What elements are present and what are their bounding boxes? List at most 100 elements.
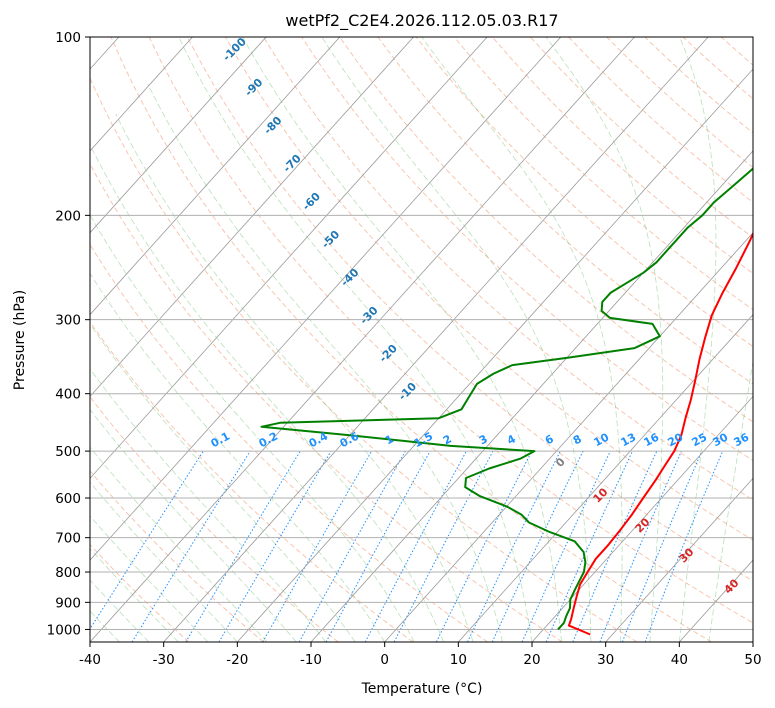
mixing-ratio-line <box>621 450 703 642</box>
mixing-ratio-label: 4 <box>505 432 518 447</box>
y-tick-label: 600 <box>55 491 81 507</box>
dry-adiabat-line <box>90 320 414 642</box>
dry-adiabat-line <box>415 37 753 348</box>
dry-adiabat-label: -80 <box>261 114 284 137</box>
isotherm-line <box>90 37 267 234</box>
mixing-ratio-label: 13 <box>619 431 639 450</box>
isotherm-line <box>90 37 193 152</box>
mixing-ratio-label: 6 <box>543 432 556 447</box>
y-tick-label: 100 <box>55 30 81 46</box>
isotherm-line <box>90 37 414 398</box>
dry-adiabat-label: -40 <box>338 266 361 289</box>
dry-adiabat-label: -50 <box>319 228 342 251</box>
y-axis: 100 200 300 400 500 600 700 800 900 1000 <box>47 30 90 638</box>
dry-adiabat-line <box>90 76 638 642</box>
mixing-ratio-label: 8 <box>571 432 584 447</box>
x-tick-label: -20 <box>226 652 248 668</box>
y-axis-title: Pressure (hPa) <box>12 290 28 390</box>
dry-adiabat-line <box>90 243 488 642</box>
dry-adiabat-line <box>90 543 190 642</box>
plot-frame <box>89 36 754 643</box>
mixing-ratio-line <box>599 450 682 642</box>
mixing-ratio-line <box>467 450 561 642</box>
mixing-ratio-line <box>90 450 204 630</box>
dry-adiabat-line <box>148 37 753 624</box>
isotherm-line <box>163 37 709 642</box>
moist-adiabat-line <box>90 547 179 642</box>
moist-adiabat-line <box>545 37 664 642</box>
moist-adiabat-label: 40 <box>722 576 742 596</box>
moist-adiabat-line <box>147 83 503 642</box>
y-tick-label: 800 <box>55 565 81 581</box>
moist-adiabat-line <box>90 481 238 642</box>
mixing-ratio-line <box>131 450 251 642</box>
y-tick-label: 1000 <box>47 622 81 638</box>
dewpoint-line <box>260 167 753 631</box>
isotherm-line <box>90 37 635 642</box>
moist-adiabat-line <box>90 214 415 642</box>
y-tick-label: 400 <box>55 387 81 403</box>
moist-adiabat-label: 30 <box>677 545 697 565</box>
grid-lines <box>90 37 753 642</box>
moist-adiabat-label: 20 <box>633 515 653 535</box>
chart-title: wetPf2_C2E4.2026.112.05.03.R17 <box>285 11 558 31</box>
mixing-ratio-label: 20 <box>666 430 686 449</box>
dry-adiabat-label: -30 <box>357 304 380 327</box>
dry-adiabat-line <box>568 37 753 203</box>
moist-adiabat-line <box>115 114 474 642</box>
x-tick-label: 40 <box>671 652 688 668</box>
isotherm-line <box>531 395 753 642</box>
moist-adiabat-line <box>90 515 209 642</box>
moist-adiabat-line <box>90 408 297 642</box>
mixing-ratio-label: 36 <box>732 430 752 449</box>
dry-adiabat-line <box>90 470 264 642</box>
mixing-ratio-line <box>325 450 431 642</box>
x-tick-label: -30 <box>153 652 175 668</box>
dry-adiabat-line <box>110 37 712 642</box>
dry-adiabat-line <box>186 37 753 582</box>
background-lines <box>90 37 753 642</box>
x-tick-label: 0 <box>380 652 389 668</box>
x-tick-label: 10 <box>450 652 467 668</box>
mixing-ratio-line <box>364 450 467 642</box>
mixing-ratio-line <box>521 450 611 642</box>
dry-adiabat-line <box>225 37 753 541</box>
dry-adiabat-label: -100 <box>220 35 249 64</box>
moist-adiabat-line <box>90 143 444 642</box>
moist-adiabat-label: 10 <box>591 485 611 505</box>
isotherm-line <box>605 477 753 642</box>
dry-adiabat-label: -90 <box>242 76 265 99</box>
mixing-ratio-label: 0.1 <box>209 430 232 451</box>
dry-adiabat-line <box>377 37 753 385</box>
mixing-ratio-label: 16 <box>642 430 662 449</box>
mixing-ratio-line <box>262 450 373 642</box>
isotherm-line <box>679 559 753 642</box>
y-tick-label: 500 <box>55 444 81 460</box>
mixing-ratio-line <box>435 450 533 642</box>
x-tick-label: 30 <box>597 652 614 668</box>
isotherm-line <box>90 37 488 479</box>
dry-adiabat-line <box>491 37 753 274</box>
moist-adiabat-line <box>90 272 386 642</box>
dry-adiabat-line <box>263 37 753 501</box>
mixing-ratio-line <box>393 450 494 642</box>
dry-adiabat-line <box>682 37 753 100</box>
mixing-ratio-label: 0.2 <box>257 430 280 451</box>
x-axis-title: Temperature (°C) <box>361 681 483 697</box>
mixing-ratio-label: 25 <box>690 431 710 450</box>
dry-adiabat-line <box>90 396 339 642</box>
moist-adiabat-line <box>321 37 592 642</box>
mixing-ratio-line <box>185 450 301 642</box>
x-tick-label: 50 <box>744 652 761 668</box>
moist-adiabat-line <box>708 358 753 642</box>
isotherm-line <box>752 641 753 642</box>
moist-adiabat-line <box>421 37 623 642</box>
sounding-profiles <box>260 167 753 636</box>
dry-adiabat-line <box>339 37 753 423</box>
dry-adiabat-line <box>90 163 563 642</box>
isotherm-line <box>90 37 341 316</box>
dry-adiabat-line <box>644 37 753 134</box>
y-tick-label: 700 <box>55 531 81 547</box>
isotherm-line <box>458 313 753 642</box>
